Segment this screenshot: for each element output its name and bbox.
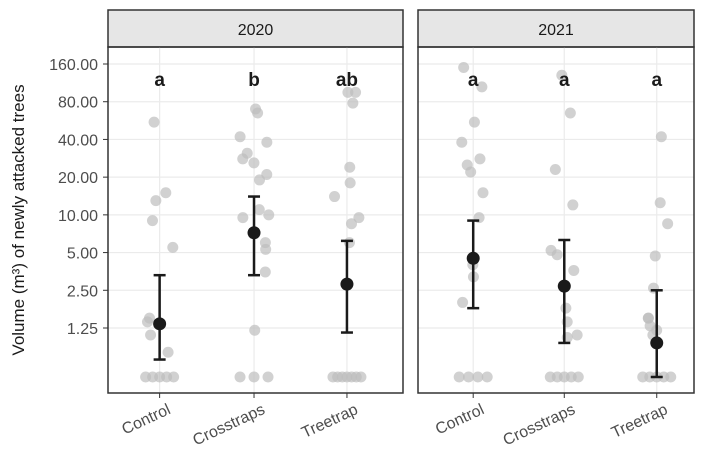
significance-letter: a: [154, 70, 165, 91]
y-tick-label: 5.00: [67, 246, 98, 263]
y-tick-label: 40.00: [58, 132, 98, 149]
raw-point: [141, 316, 153, 328]
significance-letter: a: [651, 70, 662, 91]
x-tick-label: Treetrap: [609, 401, 671, 442]
raw-point: [549, 164, 561, 176]
raw-point: [260, 243, 272, 255]
mean-point: [153, 317, 167, 331]
mean-point: [650, 336, 664, 350]
raw-point: [148, 116, 160, 128]
y-tick-label: 80.00: [58, 95, 98, 112]
raw-point: [146, 215, 158, 227]
raw-point: [262, 371, 274, 383]
x-tick-label: Crosstraps: [190, 401, 267, 449]
facet-strip: [107, 9, 404, 48]
raw-point: [477, 187, 489, 199]
x-tick-label: Crosstraps: [501, 401, 578, 449]
raw-point: [458, 62, 470, 74]
raw-point: [568, 264, 580, 276]
raw-point: [551, 249, 563, 261]
raw-point: [476, 81, 488, 93]
significance-letter: a: [468, 70, 479, 91]
raw-point: [468, 116, 480, 128]
x-tick-label: Control: [119, 401, 173, 438]
raw-point: [654, 197, 666, 209]
raw-point: [456, 136, 468, 148]
raw-point: [261, 136, 273, 148]
raw-point: [167, 241, 179, 253]
x-tick-label: Control: [433, 401, 487, 438]
raw-point: [347, 97, 359, 109]
raw-point: [564, 107, 576, 119]
raw-point: [355, 371, 367, 383]
raw-point: [556, 69, 568, 81]
raw-point: [344, 161, 356, 173]
significance-letter: b: [248, 70, 260, 91]
raw-point: [249, 324, 261, 336]
raw-point: [665, 371, 677, 383]
mean-point: [557, 279, 571, 293]
raw-point: [162, 346, 174, 358]
raw-point: [263, 209, 275, 221]
raw-point: [145, 329, 157, 341]
panel-border: [107, 46, 404, 394]
raw-point: [472, 371, 484, 383]
significance-letter: a: [559, 70, 570, 91]
raw-point: [572, 371, 584, 383]
mean-point: [340, 277, 354, 291]
raw-point: [465, 166, 477, 178]
raw-point: [342, 86, 354, 98]
raw-point: [345, 218, 357, 230]
raw-point: [237, 212, 249, 224]
mean-point: [247, 226, 261, 240]
raw-point: [252, 107, 264, 119]
raw-point: [329, 191, 341, 203]
raw-point: [248, 157, 260, 169]
facet-strip-label: 2021: [538, 22, 574, 39]
raw-point: [168, 371, 180, 383]
raw-point: [253, 204, 265, 216]
y-tick-label: 160.00: [49, 57, 98, 74]
raw-point: [343, 237, 355, 249]
raw-point: [474, 153, 486, 165]
raw-point: [567, 199, 579, 211]
raw-point: [662, 218, 674, 230]
raw-point: [453, 371, 465, 383]
y-tick-label: 10.00: [58, 208, 98, 225]
raw-point: [571, 329, 583, 341]
significance-letter: ab: [336, 70, 358, 91]
raw-point: [248, 371, 260, 383]
y-axis-label: Volume (m³) of newly attacked trees: [9, 84, 28, 355]
raw-point: [560, 302, 572, 314]
raw-point: [481, 371, 493, 383]
raw-point: [259, 266, 271, 278]
raw-point: [463, 371, 475, 383]
y-tick-label: 2.50: [67, 283, 98, 300]
raw-point: [655, 131, 667, 143]
raw-point: [234, 131, 246, 143]
facet-strip-label: 2020: [238, 22, 274, 39]
raw-point: [234, 371, 246, 383]
raw-point: [237, 153, 249, 165]
raw-point: [457, 296, 469, 308]
y-tick-label: 1.25: [67, 321, 98, 338]
raw-point: [649, 250, 661, 262]
raw-point: [350, 86, 362, 98]
panel-border: [417, 46, 695, 394]
facet-strip: [417, 9, 695, 48]
raw-point: [353, 212, 365, 224]
x-tick-label: Treetrap: [299, 401, 361, 442]
y-tick-label: 20.00: [58, 170, 98, 187]
mean-point: [466, 251, 480, 265]
raw-point: [150, 195, 162, 207]
raw-point: [160, 187, 172, 199]
raw-point: [254, 174, 266, 186]
raw-point: [344, 177, 356, 189]
